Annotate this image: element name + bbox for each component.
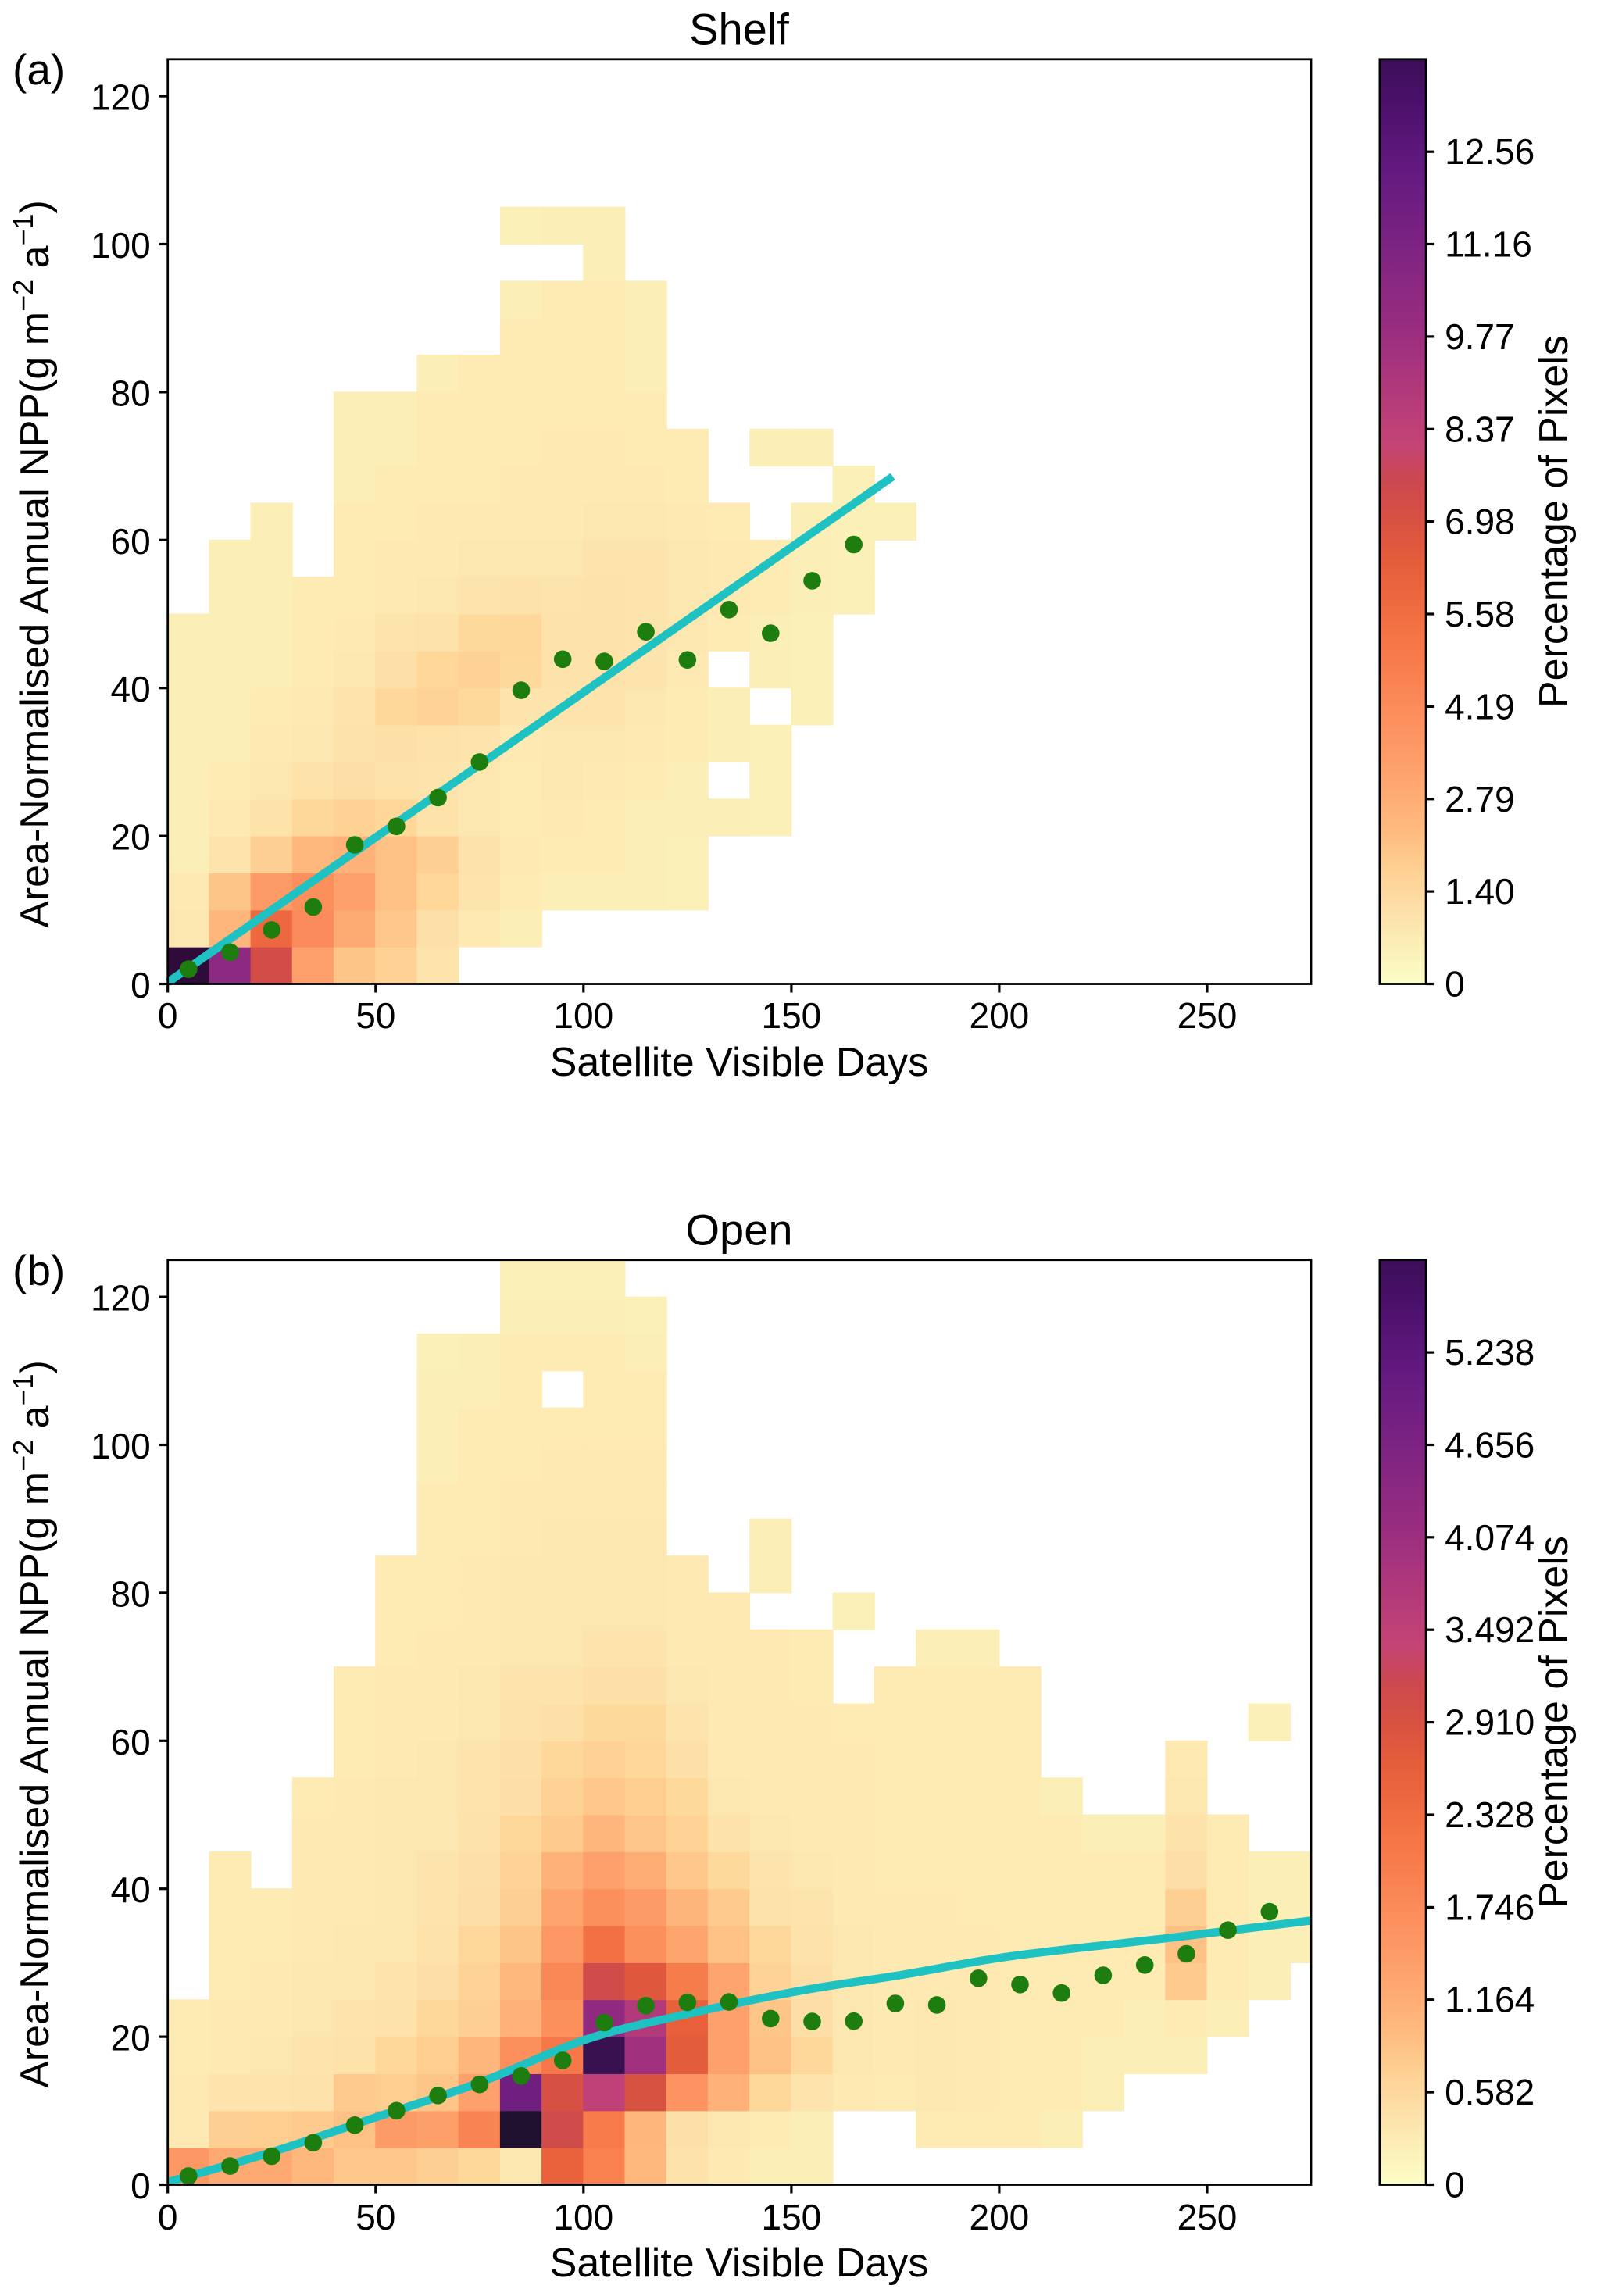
svg-text:1.40: 1.40 xyxy=(1445,871,1515,912)
svg-text:250: 250 xyxy=(1177,995,1238,1036)
svg-text:0: 0 xyxy=(130,965,151,1005)
svg-text:1.746: 1.746 xyxy=(1445,1887,1535,1927)
svg-text:100: 100 xyxy=(553,995,613,1036)
svg-text:Area-Normalised Annual NPP(g m: Area-Normalised Annual NPP(g m−2 a−1) xyxy=(7,200,58,928)
svg-text:150: 150 xyxy=(762,995,822,1036)
svg-text:1.164: 1.164 xyxy=(1445,1980,1535,2020)
svg-text:100: 100 xyxy=(91,1426,151,1466)
svg-text:100: 100 xyxy=(91,225,151,266)
svg-text:0.582: 0.582 xyxy=(1445,2072,1535,2112)
svg-text:0: 0 xyxy=(130,2166,151,2206)
svg-text:Satellite Visible Days: Satellite Visible Days xyxy=(550,2241,929,2286)
svg-text:(b): (b) xyxy=(13,1246,65,1294)
svg-text:11.16: 11.16 xyxy=(1445,224,1532,265)
svg-text:200: 200 xyxy=(970,995,1030,1036)
svg-text:5.58: 5.58 xyxy=(1445,594,1515,634)
svg-text:40: 40 xyxy=(111,1869,151,1910)
svg-text:60: 60 xyxy=(111,1722,151,1762)
svg-text:100: 100 xyxy=(553,2197,613,2237)
svg-text:0: 0 xyxy=(1445,2165,1465,2205)
svg-text:(a): (a) xyxy=(13,45,65,94)
svg-text:5.238: 5.238 xyxy=(1445,1332,1535,1373)
svg-text:Satellite Visible Days: Satellite Visible Days xyxy=(550,1040,929,1085)
svg-text:2.328: 2.328 xyxy=(1445,1794,1535,1835)
svg-text:120: 120 xyxy=(91,77,151,118)
svg-text:8.37: 8.37 xyxy=(1445,409,1515,449)
svg-text:40: 40 xyxy=(111,669,151,709)
svg-text:120: 120 xyxy=(91,1278,151,1319)
svg-text:Shelf: Shelf xyxy=(689,5,789,54)
svg-text:80: 80 xyxy=(111,1573,151,1614)
svg-text:200: 200 xyxy=(970,2197,1030,2237)
svg-text:Percentage of Pixels: Percentage of Pixels xyxy=(1531,1536,1577,1909)
svg-text:3.492: 3.492 xyxy=(1445,1609,1535,1650)
svg-text:Percentage of Pixels: Percentage of Pixels xyxy=(1531,335,1577,708)
svg-text:2.910: 2.910 xyxy=(1445,1702,1535,1743)
svg-text:Area-Normalised Annual NPP(g m: Area-Normalised Annual NPP(g m−2 a−1) xyxy=(7,1360,58,2088)
svg-text:6.98: 6.98 xyxy=(1445,502,1515,542)
svg-text:0: 0 xyxy=(158,2197,178,2237)
svg-text:20: 20 xyxy=(111,817,151,858)
svg-text:0: 0 xyxy=(1445,964,1465,1005)
svg-text:50: 50 xyxy=(356,2197,395,2237)
svg-text:Open: Open xyxy=(686,1205,793,1255)
svg-text:60: 60 xyxy=(111,521,151,562)
svg-text:4.074: 4.074 xyxy=(1445,1517,1535,1558)
svg-text:2.79: 2.79 xyxy=(1445,779,1515,819)
svg-text:0: 0 xyxy=(158,995,178,1036)
svg-text:20: 20 xyxy=(111,2018,151,2059)
svg-text:4.19: 4.19 xyxy=(1445,686,1515,727)
svg-text:50: 50 xyxy=(356,995,395,1036)
svg-text:250: 250 xyxy=(1177,2197,1238,2237)
svg-text:9.77: 9.77 xyxy=(1445,316,1515,357)
svg-text:150: 150 xyxy=(762,2197,822,2237)
svg-text:4.656: 4.656 xyxy=(1445,1425,1535,1466)
svg-text:80: 80 xyxy=(111,373,151,413)
svg-text:12.56: 12.56 xyxy=(1445,131,1535,172)
